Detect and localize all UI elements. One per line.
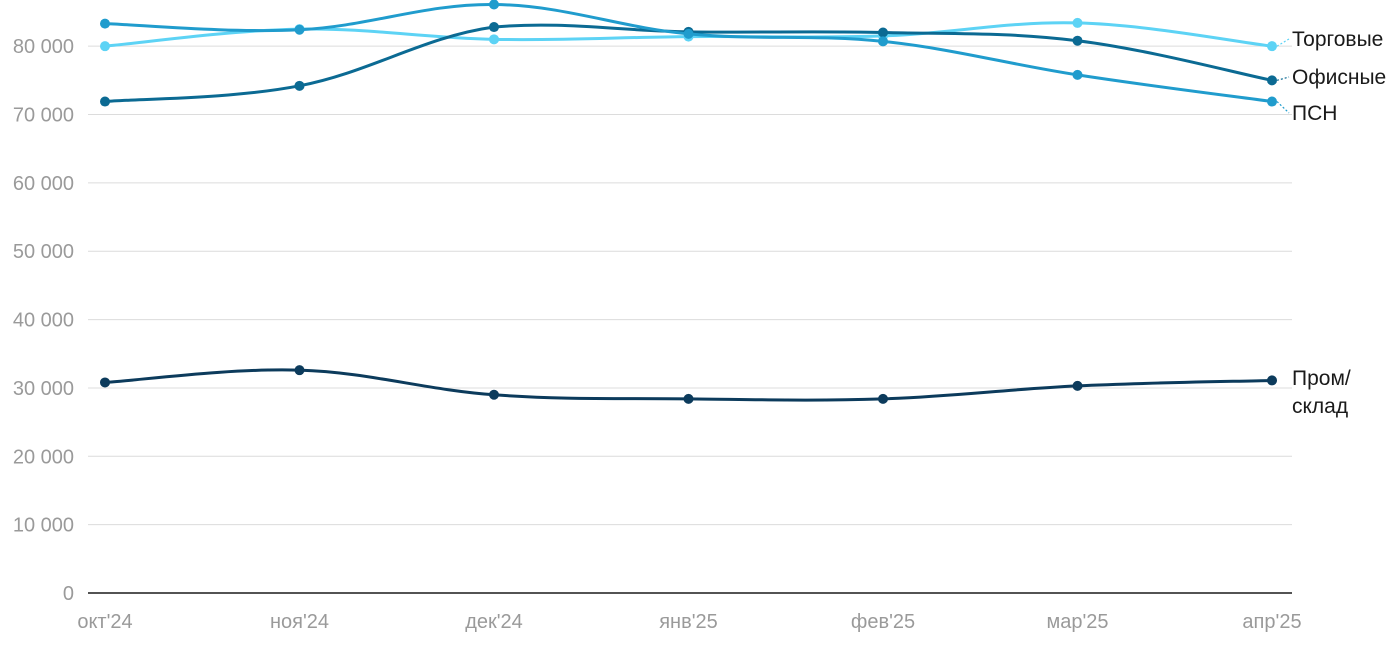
series-group (100, 0, 1277, 404)
series-1-point (1267, 41, 1277, 52)
x-tick-label: дек'24 (465, 611, 523, 633)
y-tick-label: 80 000 (13, 36, 74, 58)
series-4-label-line: склад (1292, 395, 1348, 418)
series-3-point (683, 28, 694, 39)
series-1-label: Торговые (1292, 28, 1383, 51)
series-4-point (878, 393, 888, 404)
series-2-point (878, 27, 888, 38)
series-2-leader (1276, 76, 1290, 81)
series-3-point (1267, 96, 1277, 107)
series-3-point (100, 18, 110, 29)
series-4-point (1072, 380, 1083, 391)
series-labels: Торговые Офисные ПСН Пром/склад (1276, 28, 1386, 418)
x-tick-label: апр'25 (1242, 611, 1301, 633)
x-tick-label: янв'25 (659, 611, 718, 633)
series-2-label: Офисные (1292, 66, 1386, 89)
series-3-point (489, 0, 499, 10)
x-tick-label: фев'25 (851, 611, 915, 633)
y-tick-label: 20 000 (13, 446, 74, 468)
series-3-point (294, 24, 305, 35)
series-3-label: ПСН (1292, 102, 1337, 125)
series-4-point (294, 365, 305, 376)
series-2-label-line: Офисные (1292, 66, 1386, 89)
series-2-point (1072, 35, 1083, 46)
series-1-point (489, 34, 499, 45)
y-tick-label: 0 (63, 583, 74, 605)
y-axis: 0 10 000 20 000 30 000 40 000 50 000 60 000 70 … (13, 36, 74, 605)
x-axis: окт'24 ноя'24 дек'24 янв'25 фев'25 мар'25 апр'… (77, 592, 1302, 633)
series-4-label: Пром/склад (1292, 367, 1351, 418)
y-tick-label: 10 000 (13, 515, 74, 537)
y-tick-label: 40 000 (13, 310, 74, 332)
series-4-point (683, 393, 694, 404)
series-4-point (1267, 375, 1277, 386)
series-2-point (100, 96, 110, 107)
series-4-point (100, 377, 110, 388)
series-1-label-line: Торговые (1292, 28, 1383, 51)
series-3-line (103, 2, 1274, 104)
series-4-label-line: Пром/ (1292, 367, 1351, 390)
series-1-point (1072, 17, 1083, 28)
series-1-point (100, 41, 110, 52)
y-tick-label: 30 000 (13, 378, 74, 400)
series-4-point (489, 389, 499, 400)
y-tick-label: 70 000 (13, 105, 74, 127)
series-2-point (294, 80, 305, 91)
series-1-leader (1276, 38, 1290, 47)
x-tick-label: ноя'24 (270, 611, 329, 633)
series-3-leader (1276, 101, 1290, 114)
series-3-point (878, 36, 888, 47)
series-3-point (1072, 69, 1083, 80)
x-tick-label: окт'24 (77, 611, 132, 633)
x-tick-label: мар'25 (1046, 611, 1108, 633)
series-2-point (1267, 75, 1277, 86)
grid-lines (88, 45, 1292, 526)
y-tick-label: 50 000 (13, 241, 74, 263)
series-2-point (489, 22, 499, 33)
y-tick-label: 60 000 (13, 173, 74, 195)
series-3-label-line: ПСН (1292, 102, 1337, 125)
